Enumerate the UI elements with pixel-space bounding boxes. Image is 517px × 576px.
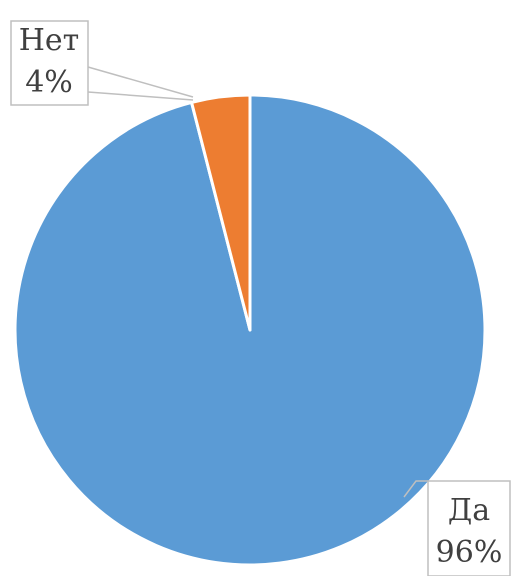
label-box — [427, 480, 511, 576]
data-labels: Да 96% Нет 4% — [10, 20, 511, 576]
category-label: Да — [448, 493, 490, 528]
pie-slice — [190, 93, 252, 332]
label-box — [10, 20, 89, 106]
leader-line — [403, 480, 428, 498]
pie — [13, 93, 487, 567]
category-label: Нет — [19, 23, 80, 58]
leader-line — [87, 66, 194, 101]
value-label: 96% — [436, 535, 503, 570]
value-label: 4% — [25, 65, 73, 100]
